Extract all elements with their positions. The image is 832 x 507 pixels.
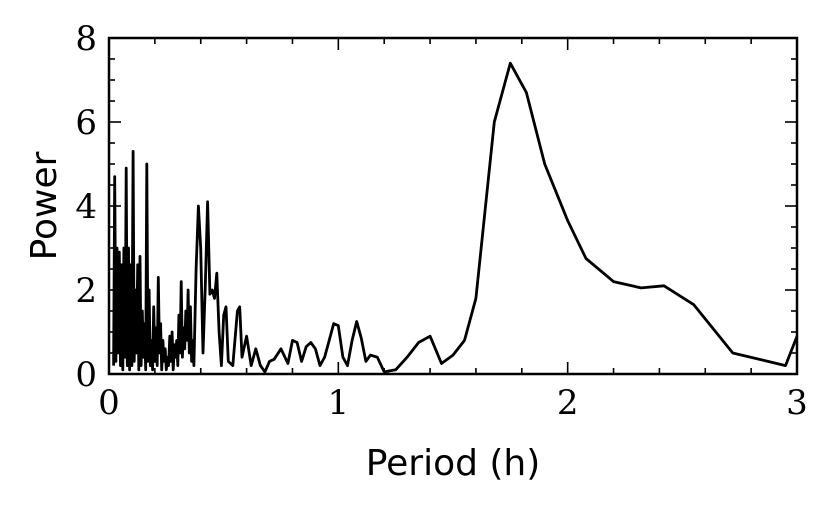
- y-tick-label: 2: [75, 271, 97, 311]
- tick-labels: 0 1 2 3 0 2 4 6 8: [75, 19, 807, 423]
- y-axis-label: Power: [24, 151, 65, 260]
- x-tick-label: 3: [786, 383, 808, 423]
- y-tick-label: 4: [75, 187, 97, 227]
- x-axis-label: Period (h): [366, 443, 541, 484]
- series-line: [112, 61, 799, 374]
- x-tick-label: 2: [557, 383, 579, 423]
- plot-frame: [107, 36, 799, 376]
- y-tick-label: 6: [75, 103, 97, 143]
- x-tick-label: 0: [98, 383, 120, 423]
- y-tick-label: 0: [75, 355, 97, 395]
- plot-area: 0 1 2 3 0 2 4 6 8: [75, 19, 807, 423]
- axis-ticks: [108, 37, 798, 375]
- x-tick-label: 1: [328, 383, 350, 423]
- y-tick-label: 8: [75, 19, 97, 59]
